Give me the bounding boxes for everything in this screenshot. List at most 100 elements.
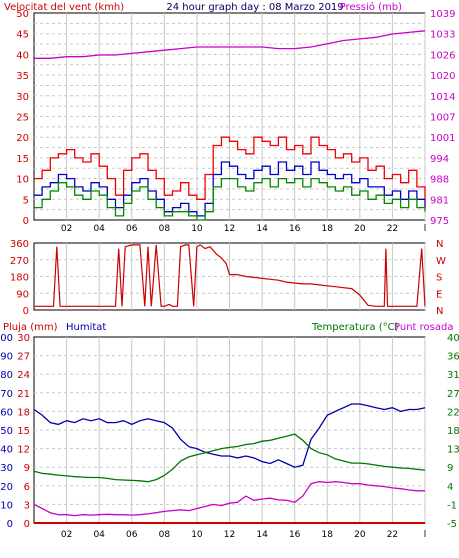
rain-y-tick-label: 18: [17, 407, 30, 418]
direction-series-line: [34, 244, 426, 307]
wind-x-tick-label: 16: [289, 224, 301, 234]
wind-y-tick-label: 35: [16, 71, 29, 82]
humidity-y-tick-label: 50: [0, 426, 13, 437]
pressure-y-tick-label: 988: [430, 175, 449, 186]
pressure-y-tick-label: 1039: [430, 9, 455, 20]
temperature-y-tick-label: 22: [447, 407, 459, 418]
humidity-y-tick-label: 80: [0, 370, 13, 381]
temperature-y-tick-label: -1: [447, 500, 457, 511]
rain-y-tick-label: 12: [17, 445, 30, 456]
wind-y-tick-label: 15: [16, 154, 29, 165]
direction-y-tick-label: 180: [10, 273, 29, 284]
temp-x-tick-label: 16: [289, 530, 301, 540]
wind-x-tick-label: 04: [93, 224, 105, 234]
rain-y-tick-label: 24: [17, 370, 30, 381]
wind-y-tick-label: 5: [23, 195, 29, 206]
avg-series-line: [34, 177, 426, 221]
humidity-y-tick-label: 30: [0, 463, 13, 474]
direction-y-tick-label: 360: [10, 239, 29, 250]
temperature-y-tick-label: 27: [447, 389, 459, 400]
wind-x-tick-label: 08: [159, 224, 171, 234]
wind-y-tick-label: 25: [16, 113, 29, 124]
wind-y-tick-label: 30: [16, 92, 29, 103]
direction-y-tick-label: 270: [10, 256, 29, 267]
wind-y-tick-label: 10: [16, 175, 29, 186]
humidity-y-tick-label: 10: [0, 500, 13, 511]
temp-x-tick-label: 02: [61, 530, 72, 540]
wind-x-tick-label: 18: [322, 224, 334, 234]
compass-tick-label: S: [436, 273, 442, 284]
gust-series-line: [34, 136, 426, 200]
pressure-y-tick-label: 994: [430, 154, 449, 165]
rain-y-tick-label: 27: [17, 352, 30, 363]
punt-rosada-series-line: [33, 481, 425, 517]
compass-tick-label: W: [436, 256, 446, 267]
pressure-y-tick-label: 1033: [430, 30, 455, 41]
temperature-y-tick-label: 18: [447, 426, 459, 437]
temp-x-tick-label: 08: [159, 530, 171, 540]
temp-x-tick-label: 20: [354, 530, 366, 540]
pressure-y-tick-label: 1007: [430, 113, 455, 124]
temp-x-tick-label: l: [424, 530, 427, 540]
wind-x-tick-label: 14: [256, 224, 268, 234]
temperature-y-tick-label: 31: [447, 370, 459, 381]
temperature-y-tick-label: 13: [447, 445, 459, 456]
wind-x-tick-label: 02: [61, 224, 72, 234]
humitat-series-line: [33, 403, 426, 468]
wind-x-tick-label: 06: [126, 224, 138, 234]
wind-y-tick-label: 0: [23, 216, 29, 227]
chart-title: 24 hour graph day : 08 Marzo 2019: [166, 2, 343, 13]
wind-x-tick-label: l: [424, 224, 427, 234]
rain-y-tick-label: 30: [17, 333, 30, 344]
pressure-y-tick-label: 1026: [430, 50, 455, 61]
temperatura-series-line: [33, 433, 426, 483]
temperature-y-tick-label: 4: [447, 482, 453, 493]
pressure-y-tick-label: 981: [430, 195, 449, 206]
rain-y-tick-label: 3: [24, 500, 30, 511]
wind-axis-title: Velocitat del vent (kmh): [4, 2, 124, 13]
pressure-y-tick-label: 1001: [430, 133, 455, 144]
wind-x-tick-label: 10: [191, 224, 203, 234]
humidity-y-tick-label: 70: [0, 389, 13, 400]
compass-tick-label: N: [436, 239, 443, 250]
speed-series-line: [34, 161, 426, 217]
humidity-y-tick-label: 100: [0, 333, 13, 344]
pressure-series-line: [34, 30, 426, 59]
temperature-axis-title: Temperatura (°C): [311, 322, 399, 333]
direction-y-tick-label: 0: [23, 306, 29, 317]
temperature-y-tick-label: 40: [447, 333, 459, 344]
wind-y-tick-label: 20: [16, 133, 29, 144]
wind-y-tick-label: 40: [16, 50, 29, 61]
temperature-y-tick-label: 36: [447, 352, 459, 363]
pressure-y-tick-label: 1020: [430, 71, 455, 82]
temp-x-tick-label: 14: [256, 530, 268, 540]
temp-x-tick-label: 04: [93, 530, 105, 540]
direction-y-tick-label: 90: [16, 289, 29, 300]
humidity-y-tick-label: 90: [0, 352, 13, 363]
rain-axis-title: Pluja (mm): [3, 322, 58, 333]
humidity-y-tick-label: 40: [0, 445, 13, 456]
temp-x-tick-label: 22: [387, 530, 398, 540]
wind-x-tick-label: 20: [354, 224, 366, 234]
rain-y-tick-label: 21: [17, 389, 30, 400]
compass-tick-label: N: [436, 306, 443, 317]
temperature-y-tick-label: 9: [447, 463, 453, 474]
rain-y-tick-label: 0: [24, 519, 30, 530]
pressure-y-tick-label: 1014: [430, 92, 455, 103]
humidity-y-tick-label: 20: [0, 482, 13, 493]
temp-x-tick-label: 06: [126, 530, 138, 540]
wind-x-tick-label: 22: [387, 224, 398, 234]
temperature-y-tick-label: -5: [447, 519, 457, 530]
temp-x-tick-label: 18: [322, 530, 334, 540]
wind-y-tick-label: 50: [16, 9, 29, 20]
compass-tick-label: E: [436, 289, 442, 300]
rain-y-tick-label: 9: [24, 463, 30, 474]
humidity-axis-title: Humitat: [66, 322, 106, 333]
rain-y-tick-label: 15: [17, 426, 30, 437]
dewpoint-axis-title: Punt rosada: [394, 322, 453, 333]
pressure-y-tick-label: 975: [430, 216, 449, 227]
rain-y-tick-label: 6: [24, 482, 30, 493]
pressure-axis-title: Pressió (mb): [340, 1, 402, 13]
